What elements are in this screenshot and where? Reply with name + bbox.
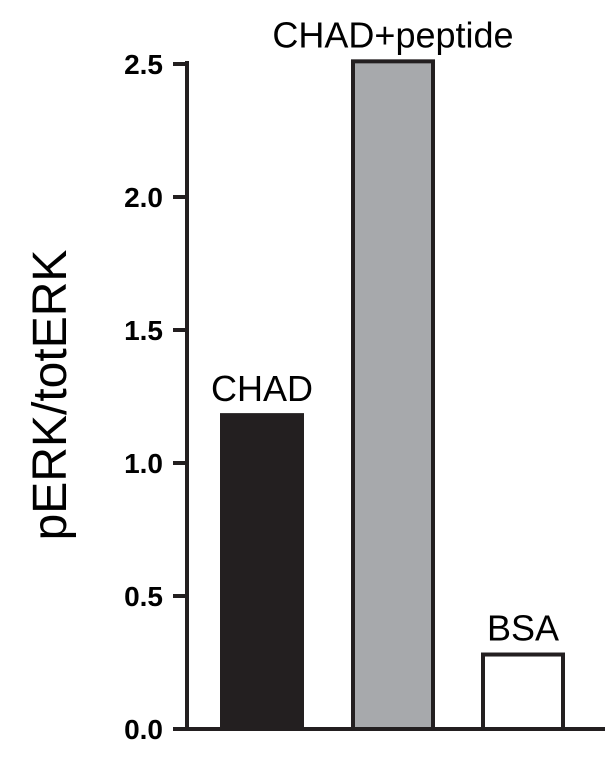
bar-chad [220,413,304,731]
bar-chad-peptide [351,59,435,731]
bars [220,59,565,732]
y-tick-label: 1.0 [124,448,163,479]
bar-label: CHAD [211,368,313,409]
bar-bsa [481,652,565,732]
bar-label: CHAD+peptide [272,14,513,55]
y-axis-ticks: 0.0 0.5 1.0 1.5 2.0 2.5 [124,49,187,745]
bar-label: BSA [487,608,559,649]
y-tick-label: 2.5 [124,49,163,80]
y-tick-label: 0.5 [124,581,163,612]
y-tick-label: 1.5 [124,315,163,346]
y-tick-label: 0.0 [124,714,163,745]
y-tick-label: 2.0 [124,182,163,213]
bar-labels: CHAD CHAD+peptide BSA [211,14,559,648]
y-axis-label: pERK/totERK [24,250,77,541]
